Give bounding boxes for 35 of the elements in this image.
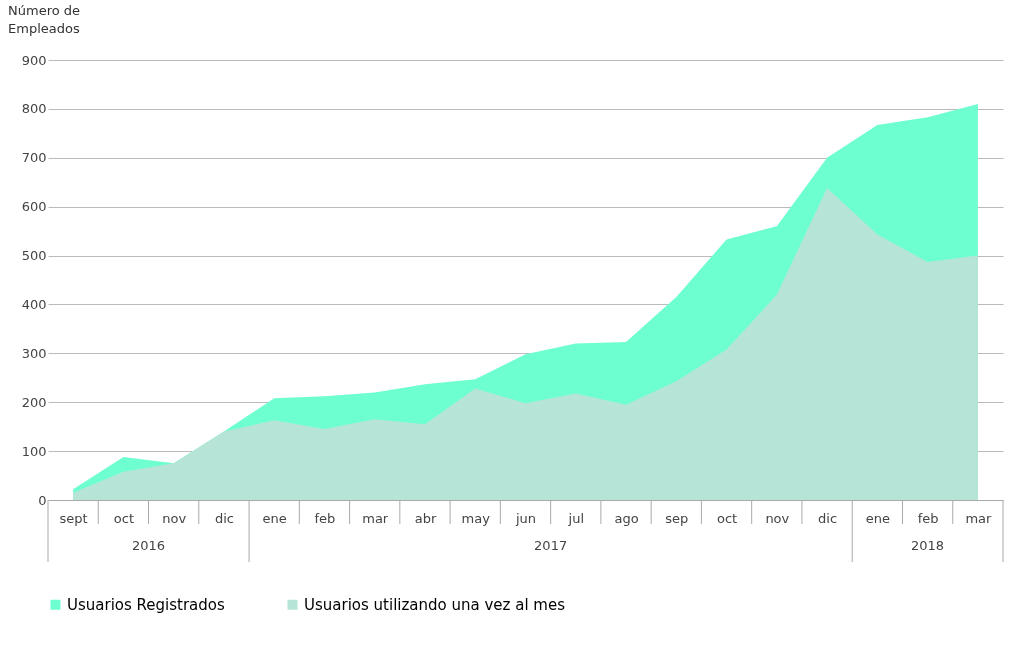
text: 2018 bbox=[911, 538, 945, 553]
y-tick-label: 300 bbox=[21, 345, 47, 361]
legend-label: Usuarios utilizando una vez al mes bbox=[304, 595, 566, 614]
y-tick-label: 800 bbox=[21, 101, 47, 117]
x-tick-label: dic bbox=[214, 510, 234, 526]
y-tick-label: 0 bbox=[38, 492, 47, 508]
legend-label: Usuarios Registrados bbox=[67, 595, 226, 614]
y-tick-label: 700 bbox=[21, 150, 47, 166]
y-tick-label: 900 bbox=[21, 52, 47, 68]
y-axis-title: Número de Empleados bbox=[8, 3, 81, 36]
text: 2016 bbox=[131, 538, 166, 553]
y-tick-label: 500 bbox=[21, 248, 47, 264]
y-tick-label: 100 bbox=[21, 443, 47, 459]
x-tick-label: feb bbox=[917, 510, 939, 526]
x-tick-label: nov bbox=[162, 510, 187, 526]
x-tick-label: mar bbox=[362, 510, 389, 526]
y-tick-label: 600 bbox=[21, 199, 47, 215]
x-tick-label: dic bbox=[818, 510, 838, 526]
x-tick-label: ago bbox=[614, 510, 639, 526]
y-tick-label: 200 bbox=[21, 394, 47, 410]
x-tick-label: oct bbox=[716, 510, 738, 526]
x-tick-label: feb bbox=[314, 510, 336, 526]
x-tick-label: sep bbox=[665, 510, 689, 526]
x-tick-label: nov bbox=[765, 510, 790, 526]
text: 2017 bbox=[534, 538, 568, 553]
y-tick-label: 400 bbox=[21, 296, 47, 312]
x-tick-label: sept bbox=[59, 510, 88, 526]
x-tick-label: jul bbox=[567, 510, 584, 526]
x-tick-label: ene bbox=[865, 510, 890, 526]
x-tick-label: abr bbox=[414, 510, 437, 526]
x-tick-label: ene bbox=[262, 510, 287, 526]
x-tick-label: jun bbox=[514, 510, 537, 526]
x-tick-label: oct bbox=[113, 510, 134, 526]
x-tick-label: may bbox=[461, 510, 491, 526]
x-tick-label: mar bbox=[965, 510, 993, 526]
